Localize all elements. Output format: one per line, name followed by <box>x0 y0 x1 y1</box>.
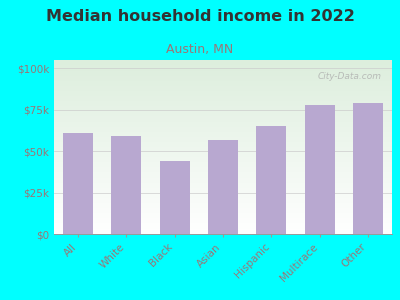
Bar <box>112 136 141 234</box>
Bar <box>353 103 383 234</box>
Bar <box>305 105 334 234</box>
Bar <box>160 161 190 234</box>
Bar <box>256 126 286 234</box>
Bar <box>208 140 238 234</box>
Text: City-Data.com: City-Data.com <box>318 72 382 81</box>
Bar <box>63 133 93 234</box>
Text: Median household income in 2022: Median household income in 2022 <box>46 9 354 24</box>
Text: Austin, MN: Austin, MN <box>166 44 234 56</box>
